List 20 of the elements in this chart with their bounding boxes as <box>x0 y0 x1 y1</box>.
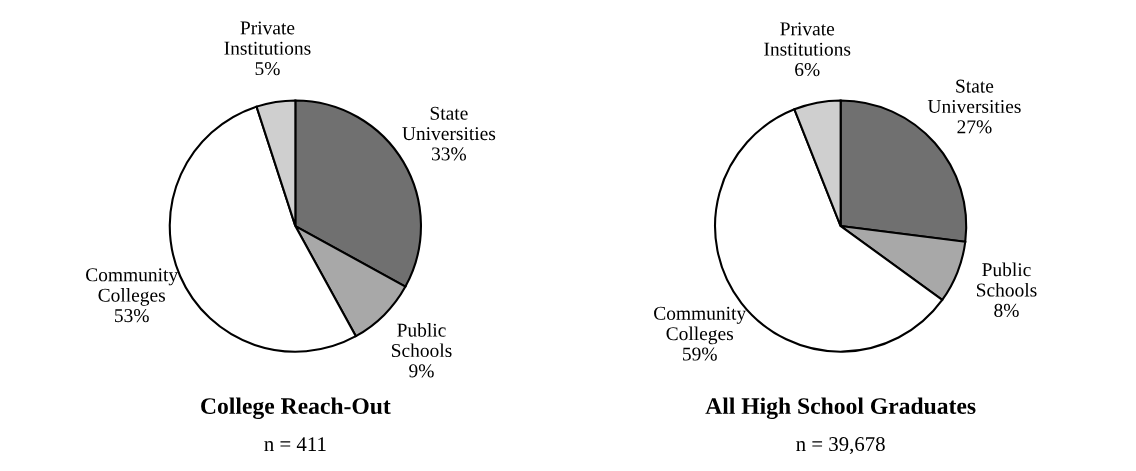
slice-label: Public Schools <box>391 323 452 358</box>
text: All High School Graduates <box>705 397 976 419</box>
data-label: 53% <box>114 309 149 323</box>
text: College Reach-Out <box>201 397 391 419</box>
data-label: 9% <box>409 364 434 378</box>
slice-label: Private Institutions <box>764 22 851 56</box>
data-label: 33% <box>431 147 467 161</box>
data-label: 6% <box>795 62 820 77</box>
data-label: 8% <box>994 303 1019 317</box>
slice-label: State Universities <box>927 79 1021 113</box>
slice-label: Public Schools <box>976 262 1037 297</box>
data-label: 59% <box>683 347 717 361</box>
slice-label: State Universities <box>402 106 496 141</box>
data-label: 5% <box>255 62 280 76</box>
text: n = 39,678 <box>796 437 885 455</box>
slice-label: Private Institutions <box>224 21 311 55</box>
slice-label: Community Colleges <box>86 268 179 306</box>
slice-label: Community Colleges <box>654 306 747 345</box>
text: n = 411 <box>264 437 326 451</box>
data-label: 27% <box>957 120 992 134</box>
